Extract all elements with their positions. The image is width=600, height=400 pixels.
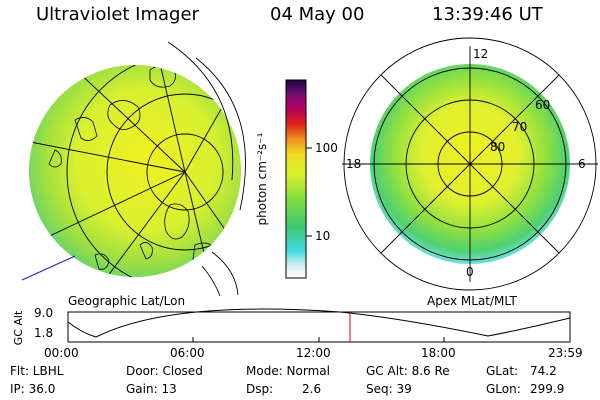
gc-alt-xtick-0600: 06:00 [170, 346, 205, 360]
glat-value: 74.2 [530, 364, 557, 378]
dsp-label: Dsp: [246, 382, 274, 396]
mlt-label-0: 0 [466, 265, 474, 279]
seq-info: Seq: 39 [366, 382, 412, 396]
gc-alt-plot: GC Alt [12, 308, 571, 345]
longitude-marker-line [21, 255, 76, 281]
ip-info: IP: 36.0 [10, 382, 56, 396]
gc-alt-xtick-2359: 23:59 [548, 346, 583, 360]
apex-caption: Apex MLat/MLT [427, 294, 517, 308]
glat-label: GLat: [486, 364, 519, 378]
colorbar-tick-label-100: 100 [315, 141, 338, 155]
geographic-image [21, 41, 246, 297]
apex-image [342, 37, 598, 291]
observation-date: 04 May 00 [270, 4, 365, 25]
gc-alt-xtick-1200: 12:00 [296, 346, 331, 360]
mlt-label-12: 12 [473, 47, 489, 61]
mlt-label-18: 18 [346, 157, 362, 171]
mode-info: Mode: Normal [246, 364, 330, 378]
geographic-caption: Geographic Lat/Lon [68, 294, 186, 308]
colorbar-label: photon cm⁻²s⁻¹ [255, 132, 269, 225]
gc-alt-ytick-9: 9.0 [34, 306, 54, 320]
gc-alt-xtick-0000: 00:00 [44, 346, 79, 360]
mlat-label-60: 60 [535, 98, 551, 112]
filter-info: Flt: LBHL [10, 364, 64, 378]
dsp-value: 2.6 [302, 382, 322, 396]
colorbar-tick-label-10: 10 [315, 229, 331, 243]
gc-alt-x-ticks [67, 337, 571, 342]
colorbar-scale [285, 79, 307, 279]
gc-alt-ytick-1-8: 1.8 [34, 326, 54, 340]
mlt-meridians [342, 46, 598, 282]
gc-alt-ylabel: GC Alt [12, 310, 25, 345]
gc-alt-xtick-1800: 18:00 [421, 346, 456, 360]
mlat-label-80: 80 [490, 140, 506, 154]
geographic-grid [29, 65, 241, 277]
gc-alt-info: GC Alt: 8.6 Re [366, 364, 450, 378]
gc-alt-curve [67, 308, 571, 338]
gain-info: Gain: 13 [126, 382, 177, 396]
auroral-emission-disk-left [29, 65, 241, 277]
observation-time: 13:39:46 UT [432, 4, 543, 25]
mlt-label-6: 6 [578, 157, 586, 171]
glon-value: 299.9 [530, 382, 565, 396]
instrument-title: Ultraviolet Imager [36, 4, 199, 25]
outer-limb-arcs [167, 41, 246, 297]
colorbar: photon cm⁻²s⁻¹ [255, 79, 312, 279]
mlat-label-70: 70 [512, 120, 528, 134]
glon-label: GLon: [486, 382, 521, 396]
door-info: Door: Closed [126, 364, 203, 378]
